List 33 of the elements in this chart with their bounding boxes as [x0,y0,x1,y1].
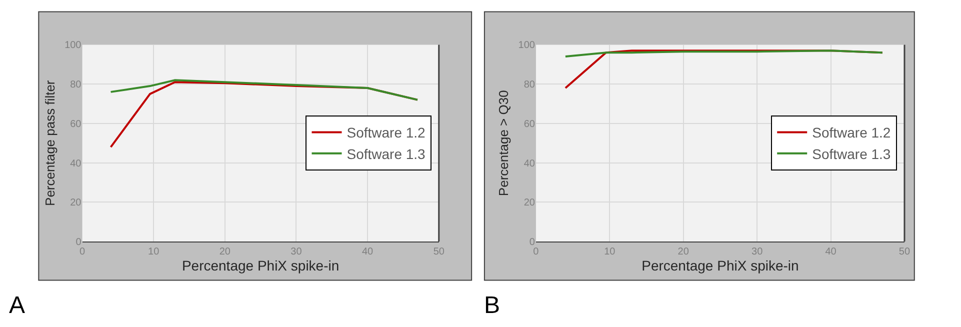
legend-label: Software 1.3 [812,146,891,162]
x-tick-label: 30 [290,246,302,258]
x-tick-label: 20 [678,246,690,258]
y-tick-label: 20 [70,198,82,209]
y-tick-label: 0 [76,237,82,248]
y-tick-label: 40 [524,158,536,170]
legend-label: Software 1.3 [346,146,426,162]
y-axis-title: Percentage pass filter [42,80,58,206]
x-tick-label: 30 [752,246,764,258]
text: A [9,292,26,319]
x-tick-label: 20 [219,246,231,258]
x-tick-label: 50 [433,246,445,258]
legend-label: Software 1.2 [812,124,891,141]
legend-label: Software 1.2 [346,124,426,141]
x-axis-title: Percentage PhiX spike-in [182,258,340,274]
x-tick-label: 10 [604,246,616,258]
y-tick-label: 100 [518,40,536,52]
x-tick-label: 50 [898,246,910,258]
y-tick-label: 80 [524,80,536,91]
y-axis-title: Percentage > Q30 [496,90,512,196]
y-tick-label: 60 [524,118,536,130]
y-tick-label: 20 [524,198,536,209]
y-tick-label: 80 [70,80,82,91]
y-tick-label: 40 [70,158,82,170]
x-axis-title: Percentage PhiX spike-in [642,258,799,274]
x-tick-label: 40 [825,246,837,258]
y-tick-label: 100 [64,40,82,52]
line-series [110,79,418,101]
y-tick-label: 0 [529,237,536,248]
x-tick-label: 10 [148,246,160,258]
y-tick-label: 60 [70,118,82,130]
x-tick-label: 40 [362,246,374,258]
text: B [484,292,500,319]
